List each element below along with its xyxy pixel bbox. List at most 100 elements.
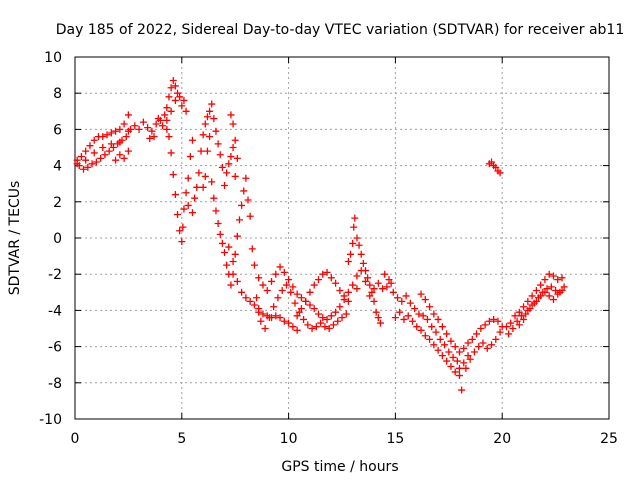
data-point [206, 107, 214, 115]
data-point [238, 288, 246, 296]
data-point [350, 223, 358, 231]
data-point [282, 281, 290, 289]
data-point [146, 134, 154, 142]
data-point [430, 341, 438, 349]
y-tick-label: 6 [53, 122, 62, 138]
data-point [315, 310, 323, 318]
data-point [507, 319, 515, 327]
data-point [216, 151, 224, 159]
data-point [515, 321, 523, 329]
data-point [310, 281, 318, 289]
y-tick-label: 4 [53, 159, 62, 175]
data-point [485, 317, 493, 325]
data-point [182, 189, 190, 197]
data-point [208, 178, 216, 186]
data-point [349, 281, 357, 289]
data-point [293, 326, 301, 334]
data-point [293, 312, 301, 320]
data-point [233, 232, 241, 240]
data-point [244, 196, 252, 204]
data-point [329, 321, 337, 329]
data-point [107, 140, 115, 148]
data-point [300, 315, 308, 323]
data-point [82, 156, 90, 164]
data-point [272, 270, 280, 278]
data-point [398, 297, 406, 305]
data-point [351, 214, 359, 222]
data-point [229, 258, 237, 266]
data-point [80, 165, 88, 173]
data-point [90, 136, 98, 144]
data-point [310, 305, 318, 313]
data-point [86, 142, 94, 150]
data-point [250, 261, 258, 269]
data-point [280, 317, 288, 325]
data-point [359, 259, 367, 267]
y-tick-label: -8 [48, 376, 62, 392]
data-point [233, 154, 241, 162]
data-point [265, 314, 273, 322]
data-point [479, 339, 487, 347]
data-point [361, 277, 369, 285]
data-point [120, 154, 128, 162]
data-point [199, 131, 207, 139]
data-point [325, 325, 333, 332]
data-point [481, 321, 489, 329]
data-point [221, 182, 229, 190]
data-point [208, 100, 216, 108]
x-tick-label: 20 [493, 431, 511, 447]
data-point [327, 274, 335, 282]
data-point [537, 281, 545, 289]
data-point [308, 325, 316, 332]
data-point [238, 201, 246, 209]
data-point [227, 111, 235, 119]
data-point [447, 337, 455, 345]
data-point [174, 210, 182, 218]
data-point [116, 138, 124, 146]
data-point [496, 169, 504, 177]
data-point [163, 125, 171, 133]
data-point [171, 191, 179, 199]
data-point [112, 156, 120, 164]
data-point [124, 147, 132, 155]
data-point [235, 216, 243, 224]
data-point [547, 283, 555, 291]
data-point [323, 315, 331, 323]
data-point [99, 144, 107, 151]
y-tick-label: 8 [53, 86, 62, 102]
data-point [423, 315, 431, 323]
data-point [253, 294, 261, 302]
x-tick-label: 25 [600, 431, 618, 447]
data-point [257, 317, 265, 325]
data-point [289, 283, 297, 291]
data-point [188, 209, 196, 217]
data-point [502, 323, 510, 331]
data-point [458, 386, 466, 394]
data-point [221, 248, 229, 256]
data-point [394, 294, 402, 302]
data-point [376, 319, 384, 327]
data-point [319, 314, 327, 322]
data-point [255, 308, 263, 316]
data-point [287, 288, 295, 296]
data-point [332, 279, 340, 287]
data-point [447, 363, 455, 371]
y-tick-label: 10 [44, 50, 62, 66]
data-point [344, 297, 352, 305]
data-point [543, 285, 551, 293]
y-tick-label: -4 [48, 303, 62, 319]
data-point [511, 312, 519, 320]
data-point [184, 201, 192, 209]
data-point [475, 343, 483, 351]
data-point [165, 93, 173, 101]
data-point [229, 120, 237, 128]
data-point [353, 234, 361, 242]
data-point [233, 277, 241, 285]
data-point [387, 279, 395, 287]
data-point [464, 352, 472, 360]
data-point [223, 169, 231, 177]
data-point [421, 332, 429, 340]
data-point [353, 272, 361, 280]
data-point [315, 276, 323, 284]
data-point [492, 163, 500, 171]
